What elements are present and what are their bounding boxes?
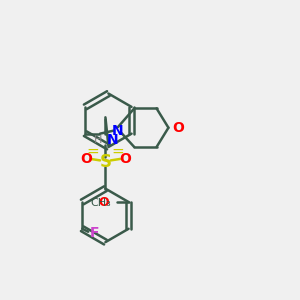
- Text: O: O: [172, 121, 184, 135]
- Text: N: N: [112, 124, 124, 138]
- Text: S: S: [99, 153, 111, 171]
- Text: O: O: [80, 152, 92, 166]
- Text: O: O: [119, 152, 131, 166]
- Text: F: F: [89, 226, 99, 240]
- Text: =: =: [112, 144, 124, 159]
- Text: O: O: [99, 196, 109, 208]
- Text: H: H: [94, 135, 102, 145]
- Text: =: =: [87, 144, 99, 159]
- Text: N: N: [107, 133, 118, 147]
- Text: CH₃: CH₃: [90, 199, 111, 208]
